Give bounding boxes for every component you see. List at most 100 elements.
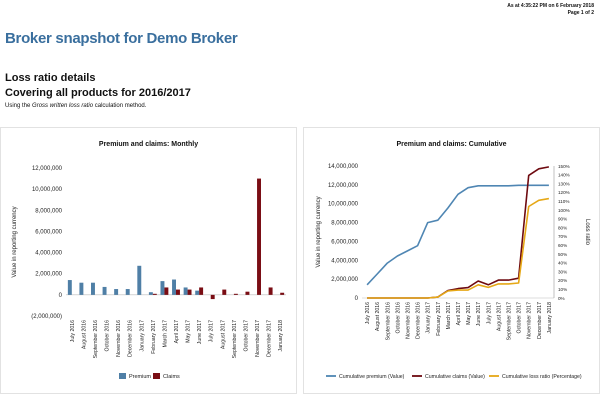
cumulative-loss-ratio-line	[367, 197, 550, 299]
report-meta: As at 4:35:22 PM on 6 February 2018 Page…	[507, 3, 594, 17]
x-tick-label: June 2017	[197, 320, 203, 344]
x-tick-label: January 2017	[139, 320, 145, 352]
x-tick-label: July 2016	[365, 302, 371, 324]
method-note: Using the Gross written loss ratio calcu…	[5, 103, 146, 109]
x-tick-label: June 2017	[476, 302, 482, 326]
claims-bar	[222, 289, 227, 295]
claims-bar	[210, 294, 215, 300]
x-tick-label: March 2017	[162, 320, 168, 348]
subtitle-heading: Covering all products for 2016/2017	[5, 87, 191, 99]
x-tick-label: July 2017	[486, 302, 492, 324]
claims-bar	[268, 287, 273, 295]
x-tick-label: February 2017	[436, 302, 442, 336]
x-tick-label: November 2017	[255, 320, 261, 357]
monthly-chart-title: Premium and claims: Monthly	[98, 141, 199, 148]
premium-bar	[102, 286, 107, 295]
premium-bar	[79, 282, 84, 295]
method-suffix: calculation method.	[94, 103, 147, 109]
legend-swatch-claims	[153, 373, 160, 379]
claims-bar	[176, 289, 180, 295]
premium-bar	[125, 289, 130, 295]
x-tick-label: August 2016	[81, 320, 87, 349]
y2-tick-label: 60%	[558, 243, 567, 248]
y-tick-label: 2,000,000	[35, 272, 62, 278]
y2-tick-label: 120%	[558, 190, 570, 195]
page-indicator: Page 1 of 2	[567, 10, 594, 16]
claims-bar	[245, 291, 250, 295]
claims-bar	[257, 178, 261, 295]
y-tick-label: 4,000,000	[35, 251, 62, 257]
x-tick-label: January 2018	[278, 320, 284, 352]
y-tick-label: 10,000,000	[32, 187, 63, 193]
y2-tick-label: 80%	[558, 225, 567, 230]
x-tick-label: December 2016	[128, 320, 134, 357]
legend-swatch-premium	[119, 373, 126, 379]
y-tick-label: 12,000,000	[32, 166, 63, 172]
y-axis-label: Value in reporting currency	[12, 206, 18, 277]
claims-bar	[152, 293, 157, 295]
premium-bar	[114, 289, 119, 295]
y-tick-label: 12,000,000	[328, 183, 359, 189]
x-tick-label: September 2016	[385, 302, 391, 340]
y-tick-label: 8,000,000	[331, 221, 358, 227]
claims-bar	[164, 287, 169, 295]
legend-cumulative-claims-label: Cumulative claims (Value)	[425, 374, 485, 380]
x-tick-label: January 2018	[547, 302, 553, 334]
legend-label-claims: Claims	[163, 374, 180, 380]
x-tick-label: September 2017	[232, 320, 238, 358]
monthly-chart: (2,000,000) 0 2,000,000 4,000,000 6,000,000 8…	[12, 166, 286, 380]
x-tick-label: November 2016	[405, 302, 411, 339]
y-tick-label: 0	[355, 296, 359, 302]
y-tick-label: (2,000,000)	[31, 314, 62, 320]
method-name: Gross written loss ratio	[32, 103, 94, 109]
premium-bar	[183, 287, 188, 295]
x-tick-label: July 2016	[70, 320, 76, 342]
legend-label-premium: Premium	[129, 374, 151, 380]
premium-bar	[91, 282, 95, 295]
y2-tick-label: 20%	[558, 278, 567, 283]
y-tick-label: 10,000,000	[328, 202, 359, 208]
claims-bar	[199, 287, 204, 295]
y-tick-label: 6,000,000	[331, 239, 358, 245]
x-tick-label: July 2017	[209, 320, 215, 342]
x-tick-label: May 2017	[186, 320, 192, 343]
x-tick-label: September 2017	[507, 302, 513, 340]
x-tick-label: November 2016	[116, 320, 122, 357]
x-tick-label: October 2017	[517, 302, 523, 334]
x-tick-label: January 2017	[426, 302, 432, 334]
cumulative-chart-title: Premium and claims: Cumulative	[396, 141, 507, 148]
y2-tick-label: 140%	[558, 173, 570, 178]
y-tick-label: 14,000,000	[328, 164, 359, 170]
x-tick-label: March 2017	[446, 302, 452, 330]
y2-tick-label: 110%	[558, 199, 569, 204]
y-tick-label: 6,000,000	[35, 229, 62, 235]
legend-cumulative-loss-ratio-label: Cumulative loss ratio (Percentage)	[502, 374, 582, 380]
claims-bar	[280, 292, 285, 295]
premium-bar	[172, 279, 176, 295]
page-title: Broker snapshot for Demo Broker	[5, 30, 238, 47]
y2-tick-label: 130%	[558, 181, 570, 186]
y-axis-label: Value in reporting currency	[316, 196, 322, 267]
y-tick-label: 0	[59, 293, 63, 299]
as-of-timestamp: As at 4:35:22 PM on 6 February 2018	[507, 3, 594, 9]
x-tick-label: September 2016	[93, 320, 99, 358]
premium-bar	[160, 281, 165, 295]
y2-tick-label: 70%	[558, 234, 567, 239]
x-tick-label: October 2016	[395, 302, 401, 334]
y2-tick-label: 50%	[558, 252, 567, 257]
x-tick-label: February 2017	[151, 320, 157, 354]
claims-bar	[233, 293, 238, 295]
premium-bar	[148, 292, 153, 295]
y-tick-label: 2,000,000	[331, 277, 358, 283]
method-prefix: Using the	[5, 103, 31, 109]
claims-bar	[187, 289, 192, 295]
y2-axis-label: Loss ratio	[584, 219, 590, 246]
premium-bar	[137, 265, 142, 295]
cumulative-claims-line	[367, 166, 550, 299]
y2-tick-label: 150%	[558, 164, 570, 169]
y2-tick-label: 90%	[558, 217, 567, 222]
x-tick-label: August 2017	[496, 302, 502, 331]
x-tick-label: April 2017	[174, 320, 180, 343]
x-tick-label: October 2016	[105, 320, 111, 352]
y-tick-label: 8,000,000	[35, 208, 62, 214]
